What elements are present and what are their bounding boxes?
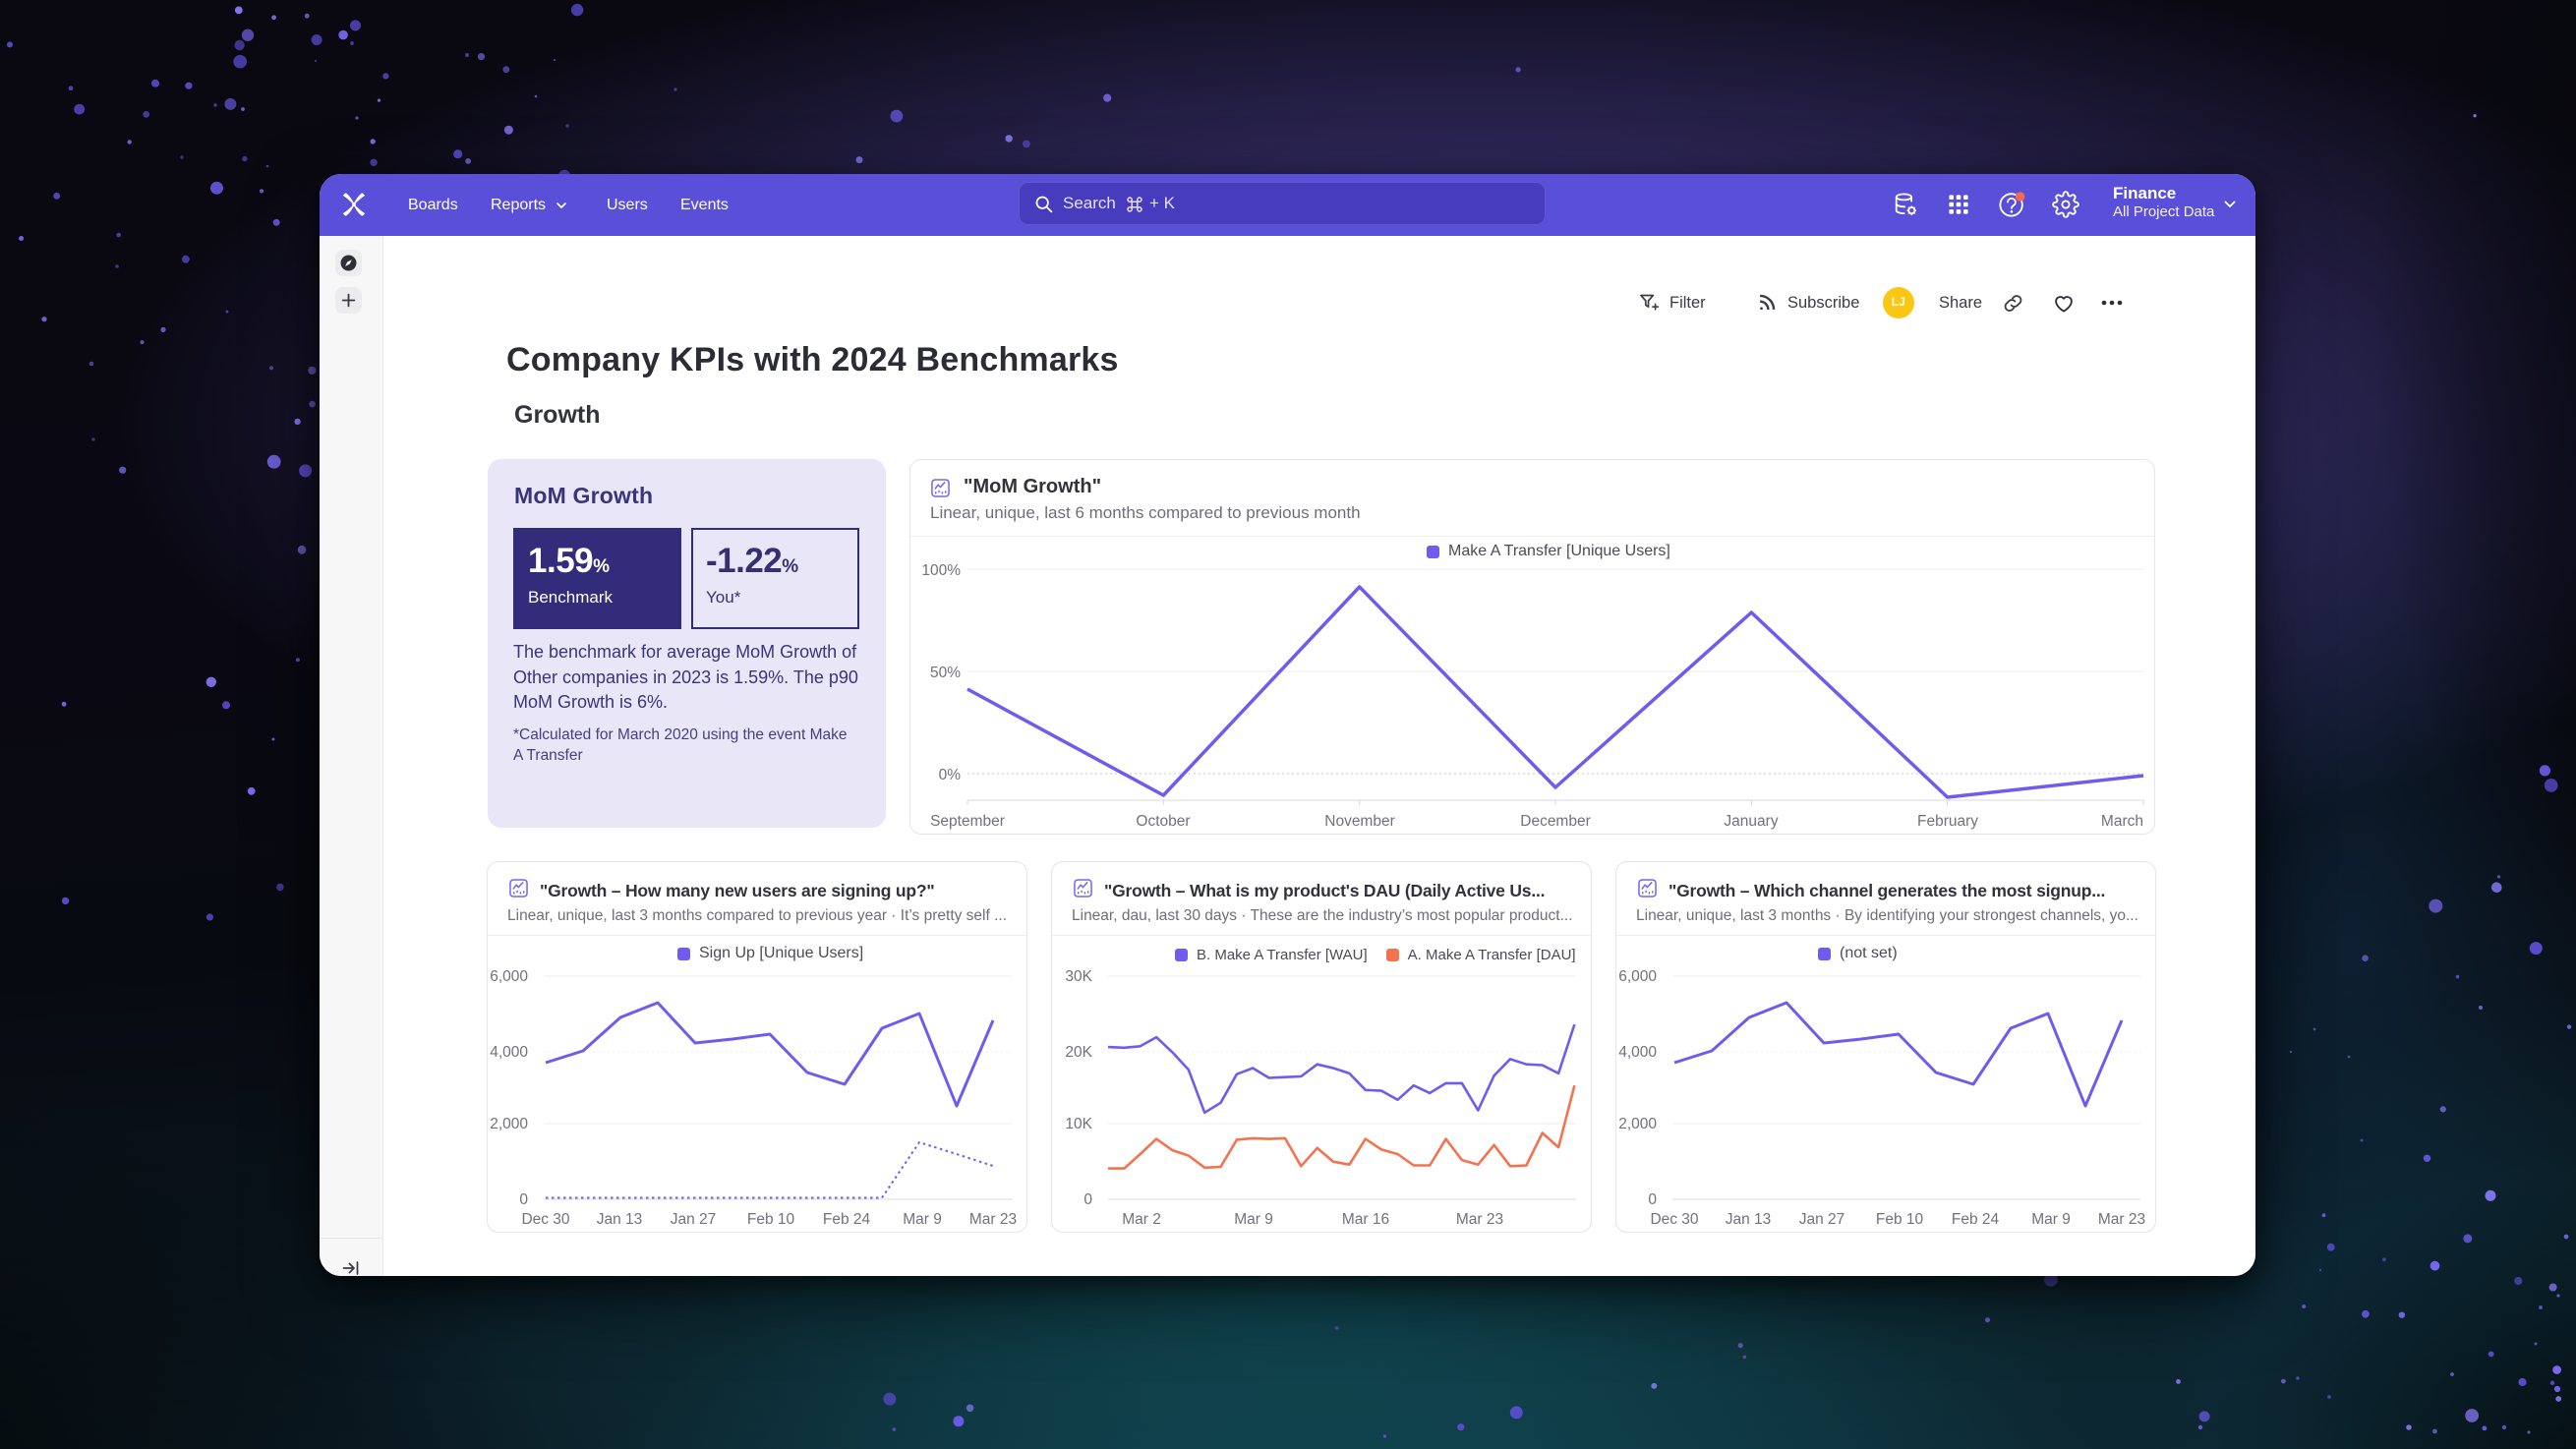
svg-text:Jan 27: Jan 27 (1799, 1211, 1845, 1228)
svg-text:Mar 9: Mar 9 (2031, 1211, 2071, 1228)
svg-text:6,000: 6,000 (1618, 968, 1657, 985)
svg-text:10K: 10K (1065, 1116, 1092, 1132)
svg-text:Dec 30: Dec 30 (521, 1211, 569, 1228)
svg-text:Mar 16: Mar 16 (1342, 1211, 1389, 1228)
svg-text:30K: 30K (1065, 968, 1092, 985)
svg-text:2,000: 2,000 (490, 1116, 528, 1132)
svg-text:Jan 13: Jan 13 (597, 1211, 643, 1228)
svg-text:2,000: 2,000 (1618, 1116, 1657, 1132)
svg-text:Mar 2: Mar 2 (1122, 1211, 1161, 1228)
svg-text:Feb 10: Feb 10 (747, 1211, 795, 1228)
svg-text:Mar 23: Mar 23 (969, 1211, 1017, 1228)
svg-text:4,000: 4,000 (490, 1044, 528, 1061)
svg-text:Mar 9: Mar 9 (1234, 1211, 1273, 1228)
svg-text:November: November (1324, 813, 1395, 830)
svg-text:4,000: 4,000 (1618, 1044, 1657, 1061)
svg-text:September: September (930, 813, 1005, 830)
svg-text:Jan 13: Jan 13 (1726, 1211, 1772, 1228)
svg-text:50%: 50% (930, 665, 961, 681)
svg-text:December: December (1520, 813, 1591, 830)
svg-text:Jan 27: Jan 27 (671, 1211, 717, 1228)
svg-text:March: March (2101, 813, 2143, 830)
svg-text:0: 0 (1648, 1191, 1657, 1208)
svg-text:0%: 0% (939, 767, 962, 783)
svg-text:Feb 24: Feb 24 (1952, 1211, 2000, 1228)
svg-text:Mar 23: Mar 23 (1456, 1211, 1503, 1228)
svg-text:20K: 20K (1065, 1044, 1092, 1061)
svg-text:Feb 10: Feb 10 (1876, 1211, 1924, 1228)
svg-text:October: October (1136, 813, 1190, 830)
svg-text:Mar 23: Mar 23 (2098, 1211, 2145, 1228)
svg-text:February: February (1917, 813, 1978, 830)
svg-text:0: 0 (1083, 1191, 1092, 1208)
svg-text:100%: 100% (921, 562, 961, 579)
svg-text:Dec 30: Dec 30 (1650, 1211, 1698, 1228)
svg-text:0: 0 (519, 1191, 528, 1208)
svg-text:Feb 24: Feb 24 (823, 1211, 871, 1228)
svg-text:6,000: 6,000 (490, 968, 528, 985)
svg-text:January: January (1724, 813, 1778, 830)
svg-text:Mar 9: Mar 9 (903, 1211, 942, 1228)
